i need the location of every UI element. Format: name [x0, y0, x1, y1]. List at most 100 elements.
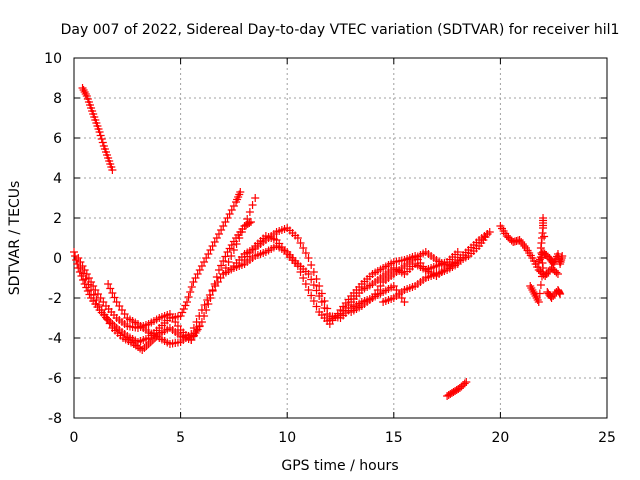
series-arc-k: [443, 378, 471, 400]
x-tick-label: 0: [70, 430, 79, 446]
data-points: [70, 84, 567, 400]
data-point: [105, 319, 114, 328]
data-point: [534, 298, 543, 306]
data-point: [202, 254, 211, 262]
data-point: [312, 286, 321, 295]
data-point: [299, 244, 308, 252]
x-tick-label: 25: [598, 430, 616, 446]
data-point: [535, 289, 544, 298]
y-tick-label: 2: [53, 211, 62, 227]
data-point: [97, 306, 106, 314]
data-point: [214, 266, 223, 274]
y-tick-label: -4: [48, 331, 62, 347]
data-point: [89, 282, 98, 290]
data-point: [453, 260, 462, 268]
data-point: [221, 218, 230, 226]
data-point: [225, 244, 234, 253]
grid: [74, 58, 607, 418]
data-point: [552, 268, 561, 277]
data-point: [110, 293, 119, 302]
y-tick-label: -6: [48, 371, 62, 387]
data-point: [240, 222, 249, 230]
data-point: [89, 291, 98, 299]
data-point: [193, 270, 202, 278]
data-point: [187, 283, 196, 291]
data-point: [191, 274, 200, 282]
data-point: [304, 254, 313, 262]
y-tick-label: 6: [53, 131, 62, 147]
x-tick-label: 15: [385, 430, 403, 446]
data-point: [212, 234, 221, 242]
data-point: [309, 281, 318, 289]
data-point: [400, 298, 409, 306]
series-arc-a: [78, 84, 117, 174]
data-point: [317, 298, 326, 306]
data-point: [243, 215, 252, 223]
data-point: [178, 308, 187, 317]
data-point: [103, 315, 112, 323]
data-point: [87, 286, 96, 294]
data-point: [95, 128, 104, 136]
data-point: [97, 135, 106, 143]
data-point: [251, 194, 260, 202]
series-arc-h: [240, 228, 494, 328]
chart-title: Day 007 of 2022, Sidereal Day-to-day VTE…: [61, 22, 620, 38]
data-point: [197, 306, 206, 314]
data-point: [108, 289, 117, 297]
series-arc-m: [526, 214, 565, 306]
axis-ticks: [73, 57, 608, 419]
data-point: [299, 274, 308, 282]
data-point: [223, 214, 232, 222]
data-point: [309, 268, 318, 276]
data-point: [195, 322, 204, 330]
data-point: [237, 228, 246, 236]
data-point: [556, 290, 565, 298]
data-point: [140, 344, 149, 352]
data-point: [200, 258, 209, 266]
data-point: [304, 270, 313, 278]
data-point: [179, 305, 188, 313]
y-axis-title: SDTVAR / TECUs: [7, 181, 23, 296]
data-point: [296, 268, 305, 276]
data-point: [181, 301, 190, 310]
data-point: [235, 234, 244, 242]
data-point: [293, 262, 302, 270]
data-point: [204, 300, 213, 308]
data-point: [204, 250, 213, 258]
data-point: [217, 226, 226, 234]
data-point: [540, 232, 549, 241]
data-point: [81, 90, 90, 98]
x-tick-label: 5: [176, 430, 185, 446]
data-point: [293, 234, 302, 242]
data-point: [217, 261, 226, 270]
data-point: [536, 281, 545, 289]
data-point: [96, 131, 105, 140]
x-tick-label: 20: [491, 430, 509, 446]
data-point: [539, 214, 548, 222]
data-point: [537, 272, 546, 281]
y-tick-label: 4: [53, 171, 62, 187]
data-point: [248, 201, 257, 209]
data-point: [296, 239, 305, 247]
data-point: [301, 280, 310, 288]
data-point: [182, 298, 191, 306]
data-point: [320, 304, 329, 312]
data-point: [558, 252, 567, 260]
data-point: [309, 297, 318, 305]
data-point: [520, 242, 529, 250]
data-point: [81, 275, 90, 283]
data-point: [312, 302, 321, 311]
data-point: [108, 166, 117, 174]
x-axis-title: GPS time / hours: [281, 458, 398, 474]
y-tick-label: -2: [48, 291, 62, 307]
data-point: [148, 336, 157, 344]
data-point: [197, 262, 206, 270]
data-point: [208, 242, 217, 250]
data-point: [210, 238, 219, 246]
data-point: [84, 280, 93, 289]
data-point: [223, 248, 232, 256]
data-point: [533, 296, 542, 304]
data-point: [219, 257, 228, 265]
series-arc-l: [496, 222, 562, 280]
